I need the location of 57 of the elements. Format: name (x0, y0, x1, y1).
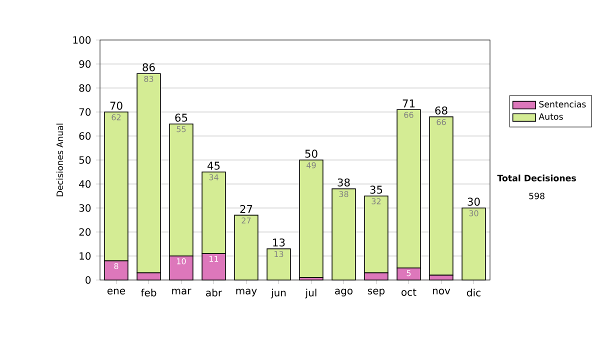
legend-label: Autos (538, 113, 563, 120)
x-tick-label: dic (466, 288, 480, 296)
data-label: 11 (210, 256, 218, 262)
total-label: 35 (370, 186, 382, 194)
y-tick-label: 10 (80, 252, 91, 260)
data-label: 66 (436, 119, 446, 126)
x-tick-label: sep (368, 288, 385, 296)
bar (299, 160, 324, 278)
x-tick-label: ago (335, 288, 352, 296)
y-tick-label: 40 (79, 180, 91, 188)
y-tick-label: 0 (86, 276, 91, 284)
data-label: 38 (339, 191, 348, 198)
y-tick-label: 90 (79, 60, 91, 68)
data-label: 62 (112, 114, 121, 120)
x-tick-label: ene (107, 288, 126, 294)
data-label: 30 (469, 210, 478, 216)
y-tick-label: 60 (79, 132, 91, 140)
total-label: 38 (338, 178, 350, 187)
y-tick-label: 20 (79, 228, 91, 236)
data-label: 55 (176, 126, 186, 132)
y-tick-label: 50 (79, 156, 91, 164)
y-tick-label: 100 (73, 36, 91, 44)
total-label: 70 (110, 102, 122, 110)
total-label: 27 (240, 205, 252, 213)
x-tick-label: nov (432, 288, 450, 294)
total-label: 68 (435, 106, 448, 115)
x-tick-label: feb (140, 288, 156, 296)
data-label: 5 (406, 270, 411, 276)
x-tick-label: jun (270, 288, 286, 298)
total-label: 50 (305, 150, 318, 158)
x-tick-label: may (236, 288, 257, 296)
data-label: 10 (177, 258, 186, 264)
data-label: 8 (114, 263, 118, 270)
y-tick-label: 70 (79, 108, 91, 116)
y-axis-title: Decisiones Anual (56, 124, 64, 196)
total-label: 86 (142, 63, 155, 72)
legend-label: Sentencias (539, 100, 586, 108)
y-tick-label: 80 (79, 84, 91, 92)
total-label: 13 (273, 238, 285, 247)
x-tick-label: oct (402, 288, 416, 296)
data-label: 49 (306, 162, 316, 168)
total-label: 45 (207, 162, 220, 170)
data-label: 27 (242, 217, 251, 224)
data-label: 13 (274, 251, 284, 258)
text: 598 (529, 192, 544, 200)
x-tick-label: jul (305, 288, 316, 298)
x-tick-label: abr (206, 288, 222, 296)
data-label: 83 (144, 76, 154, 82)
data-label: 32 (372, 198, 381, 204)
total-label: 71 (402, 100, 415, 108)
total-label: 30 (468, 198, 480, 206)
data-label: 66 (404, 112, 414, 118)
data-label: 34 (209, 174, 218, 180)
x-tick-label: mar (172, 288, 192, 294)
total-label: 65 (175, 114, 188, 122)
text: Total Decisiones (497, 174, 576, 182)
y-tick-label: 30 (79, 204, 91, 212)
